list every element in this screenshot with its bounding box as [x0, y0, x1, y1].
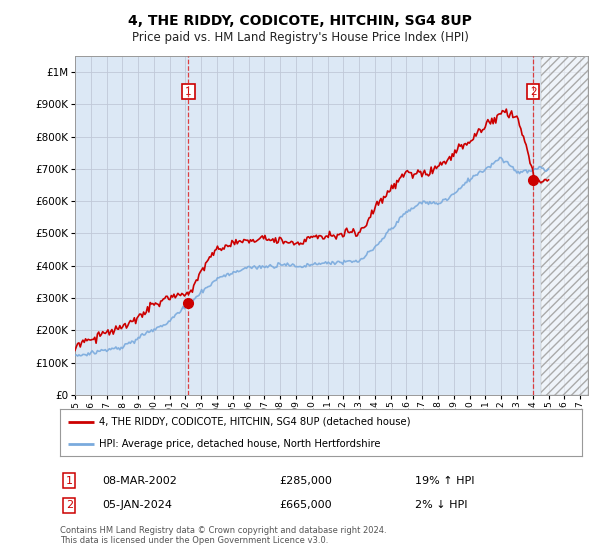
- Text: 4, THE RIDDY, CODICOTE, HITCHIN, SG4 8UP: 4, THE RIDDY, CODICOTE, HITCHIN, SG4 8UP: [128, 14, 472, 28]
- Text: 1: 1: [185, 87, 191, 96]
- Bar: [541, 56, 588, 395]
- Text: 19% ↑ HPI: 19% ↑ HPI: [415, 476, 475, 486]
- Bar: [541, 56, 588, 395]
- Text: 2% ↓ HPI: 2% ↓ HPI: [415, 500, 467, 510]
- Text: This data is licensed under the Open Government Licence v3.0.: This data is licensed under the Open Gov…: [60, 536, 328, 545]
- Text: £285,000: £285,000: [279, 476, 332, 486]
- Text: 05-JAN-2024: 05-JAN-2024: [102, 500, 172, 510]
- Text: 4, THE RIDDY, CODICOTE, HITCHIN, SG4 8UP (detached house): 4, THE RIDDY, CODICOTE, HITCHIN, SG4 8UP…: [99, 417, 410, 427]
- Text: £665,000: £665,000: [279, 500, 332, 510]
- Text: 08-MAR-2002: 08-MAR-2002: [102, 476, 176, 486]
- Text: 2: 2: [530, 87, 536, 96]
- Text: 1: 1: [66, 476, 73, 486]
- Text: Contains HM Land Registry data © Crown copyright and database right 2024.: Contains HM Land Registry data © Crown c…: [60, 526, 386, 535]
- Text: HPI: Average price, detached house, North Hertfordshire: HPI: Average price, detached house, Nort…: [99, 438, 380, 449]
- Text: 2: 2: [66, 500, 73, 510]
- Text: Price paid vs. HM Land Registry's House Price Index (HPI): Price paid vs. HM Land Registry's House …: [131, 31, 469, 44]
